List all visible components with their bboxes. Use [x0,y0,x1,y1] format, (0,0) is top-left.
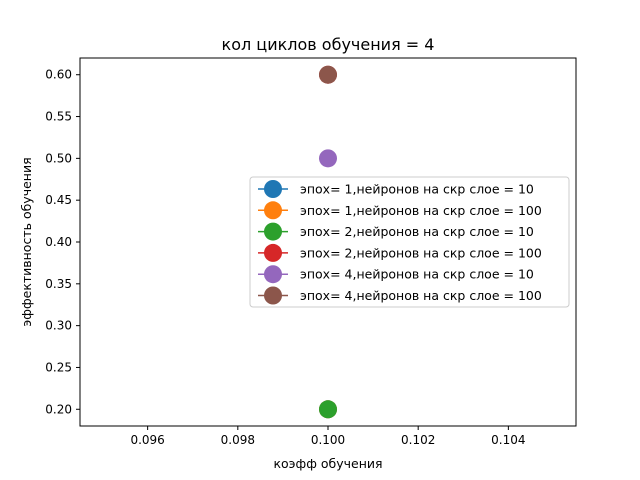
legend-label: эпох= 4,нейронов на скр слое = 10 [300,267,534,282]
y-tick-label: 0.25 [45,360,72,374]
legend-marker [264,286,282,305]
legend-label: эпох= 1,нейронов на скр слое = 10 [300,182,534,197]
legend-label: эпох= 2,нейронов на скр слое = 100 [300,245,542,260]
legend-marker [264,201,282,220]
y-tick-label: 0.40 [45,235,72,249]
y-tick-label: 0.30 [45,319,72,333]
y-tick-label: 0.35 [45,277,72,291]
x-axis-label: коэфф обучения [273,456,382,471]
plot-frame [79,57,577,427]
x-axis: 0.096 0.098 0.100 0.102 0.104 [130,426,526,447]
x-tick-label: 0.100 [311,433,345,447]
legend-marker [264,180,282,198]
y-tick-label: 0.45 [45,193,72,207]
legend-marker [264,222,282,241]
legend: эпох= 1,нейронов на скр слое = 10 эпох= 1… [249,176,570,308]
legend-marker [264,243,282,262]
y-tick-label: 0.50 [45,151,72,165]
x-tick-label: 0.096 [130,433,164,447]
y-axis: 0.20 0.25 0.30 0.35 0.40 0.45 0.50 0.55 0.60 [45,68,80,416]
legend-label: эпох= 2,нейронов на скр слое = 10 [300,224,534,239]
chart-title: кол циклов обучения = 4 [222,35,435,54]
data-point [319,65,337,84]
data-markers [319,65,337,419]
legend-box [249,176,570,308]
x-tick-label: 0.102 [401,433,435,447]
y-tick-label: 0.20 [45,402,72,416]
x-tick-label: 0.098 [221,433,255,447]
data-point [319,400,337,419]
legend-marker [264,265,282,284]
y-axis-label: эффективность обучения [19,157,34,326]
x-tick-label: 0.104 [491,433,525,447]
y-tick-label: 0.55 [45,110,72,124]
y-tick-label: 0.60 [45,68,72,82]
legend-label: эпох= 1,нейронов на скр слое = 100 [300,203,542,218]
legend-label: эпох= 4,нейронов на скр слое = 100 [300,288,542,303]
data-point [319,149,337,168]
